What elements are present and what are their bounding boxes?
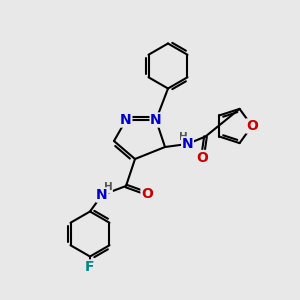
Text: F: F — [85, 260, 95, 274]
Text: O: O — [246, 119, 258, 133]
Text: H: H — [103, 182, 112, 193]
Text: N: N — [150, 113, 162, 127]
Text: O: O — [141, 187, 153, 200]
Text: N: N — [96, 188, 108, 202]
Text: H: H — [178, 131, 188, 142]
Text: N: N — [182, 137, 193, 151]
Text: O: O — [196, 151, 208, 164]
Text: N: N — [120, 113, 132, 127]
